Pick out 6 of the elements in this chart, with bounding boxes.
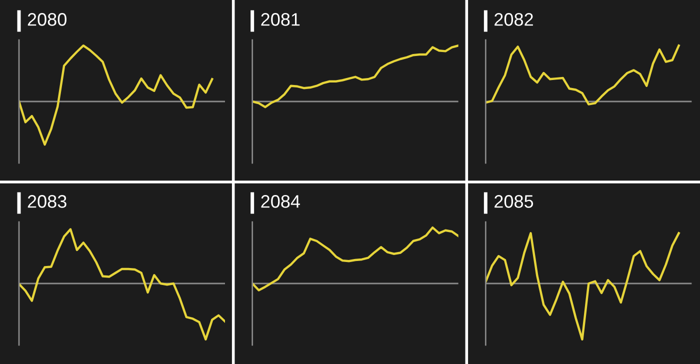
- chart-title: 2085: [494, 195, 534, 208]
- chart-title: 2081: [261, 13, 300, 26]
- chart-title: 2084: [261, 195, 300, 208]
- chart-title: 2082: [494, 13, 533, 26]
- chart-title: 2083: [28, 195, 66, 208]
- chart-title: 2080: [28, 13, 66, 26]
